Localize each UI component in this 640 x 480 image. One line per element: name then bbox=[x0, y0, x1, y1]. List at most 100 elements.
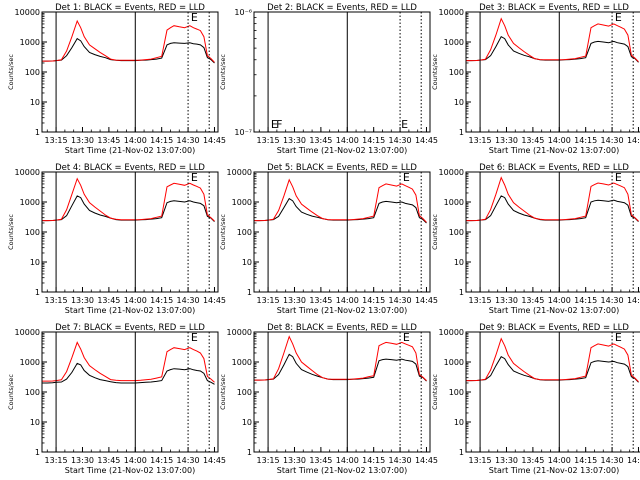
y-tick-label: 100 bbox=[237, 388, 252, 397]
x-tick-label: 14:30 bbox=[389, 136, 412, 145]
y-axis-title: Counts/sec bbox=[431, 214, 439, 250]
x-axis-title: Start Time (21-Nov-02 13:07:00) bbox=[277, 146, 407, 155]
lld-series bbox=[466, 17, 639, 63]
marker-letter: E bbox=[615, 171, 622, 184]
panel-title: Det 2: BLACK = Events, RED = LLD bbox=[267, 3, 417, 13]
y-tick-label: 1 bbox=[35, 128, 40, 137]
x-tick-label: 13:15 bbox=[469, 456, 492, 465]
y-axis-title: Counts/sec bbox=[219, 214, 227, 250]
y-tick-label: 10 bbox=[30, 418, 40, 427]
y-tick-label: 10⁻⁶ bbox=[234, 8, 252, 17]
y-tick-label: 10 bbox=[242, 258, 252, 267]
x-tick-label: 14:30 bbox=[601, 456, 624, 465]
x-tick-label: 14:15 bbox=[574, 456, 597, 465]
marker-letter: F bbox=[276, 118, 282, 131]
marker-letter: E bbox=[403, 331, 410, 344]
x-tick-label: 14:45 bbox=[203, 296, 226, 305]
x-tick-label: 14:00 bbox=[336, 296, 359, 305]
x-tick-label: 14:45 bbox=[627, 456, 640, 465]
lld-series bbox=[42, 19, 215, 63]
x-tick-label: 14:30 bbox=[389, 456, 412, 465]
x-axis-title: Start Time (21-Nov-02 13:07:00) bbox=[65, 146, 195, 155]
x-tick-label: 14:15 bbox=[574, 296, 597, 305]
x-tick-label: 13:15 bbox=[469, 296, 492, 305]
x-tick-label: 14:00 bbox=[336, 136, 359, 145]
x-tick-label: 13:45 bbox=[521, 296, 544, 305]
x-tick-label: 13:45 bbox=[521, 456, 544, 465]
x-axis-title: Start Time (21-Nov-02 13:07:00) bbox=[277, 306, 407, 315]
y-tick-label: 10 bbox=[454, 98, 464, 107]
x-tick-label: 13:15 bbox=[257, 296, 280, 305]
y-tick-label: 1 bbox=[247, 288, 252, 297]
x-tick-label: 13:45 bbox=[97, 296, 120, 305]
y-axis-title: Counts/sec bbox=[219, 374, 227, 410]
y-tick-label: 1 bbox=[459, 448, 464, 457]
x-tick-label: 14:15 bbox=[362, 136, 385, 145]
y-tick-label: 10000 bbox=[15, 328, 40, 337]
x-tick-label: 14:00 bbox=[124, 136, 147, 145]
y-tick-label: 1000 bbox=[232, 198, 252, 207]
x-tick-label: 13:30 bbox=[495, 296, 518, 305]
y-tick-label: 10 bbox=[454, 258, 464, 267]
y-tick-label: 1000 bbox=[20, 38, 40, 47]
x-axis-title: Start Time (21-Nov-02 13:07:00) bbox=[65, 466, 195, 475]
y-tick-label: 10000 bbox=[15, 8, 40, 17]
panel-title: Det 6: BLACK = Events, RED = LLD bbox=[479, 163, 629, 173]
y-tick-label: 1000 bbox=[444, 38, 464, 47]
y-tick-label: 10000 bbox=[439, 168, 464, 177]
marker-letter: E bbox=[191, 11, 198, 24]
panel-title: Det 5: BLACK = Events, RED = LLD bbox=[267, 163, 417, 173]
x-tick-label: 13:30 bbox=[283, 296, 306, 305]
y-tick-label: 10 bbox=[30, 258, 40, 267]
y-tick-label: 100 bbox=[237, 228, 252, 237]
x-tick-label: 14:15 bbox=[362, 456, 385, 465]
x-tick-label: 14:00 bbox=[548, 136, 571, 145]
x-tick-label: 14:30 bbox=[389, 296, 412, 305]
x-tick-label: 14:45 bbox=[627, 136, 640, 145]
x-tick-label: 13:30 bbox=[71, 456, 94, 465]
y-tick-label: 10000 bbox=[15, 168, 40, 177]
y-axis-title: Counts/sec bbox=[219, 54, 227, 90]
x-tick-label: 14:45 bbox=[627, 296, 640, 305]
x-tick-label: 13:30 bbox=[495, 136, 518, 145]
y-tick-label: 1 bbox=[35, 288, 40, 297]
marker-letter: E bbox=[615, 11, 622, 24]
y-axis-title: Counts/sec bbox=[7, 374, 15, 410]
y-tick-label: 100 bbox=[449, 68, 464, 77]
y-tick-label: 100 bbox=[25, 388, 40, 397]
x-tick-label: 14:30 bbox=[177, 456, 200, 465]
y-tick-label: 10 bbox=[30, 98, 40, 107]
y-tick-label: 10⁻⁷ bbox=[234, 128, 252, 137]
y-tick-label: 10 bbox=[242, 418, 252, 427]
x-axis-title: Start Time (21-Nov-02 13:07:00) bbox=[277, 466, 407, 475]
x-tick-label: 14:45 bbox=[203, 456, 226, 465]
marker-letter: E bbox=[401, 118, 408, 131]
x-axis-title: Start Time (21-Nov-02 13:07:00) bbox=[489, 146, 619, 155]
x-tick-label: 13:45 bbox=[309, 136, 332, 145]
panel-title: Det 8: BLACK = Events, RED = LLD bbox=[267, 323, 417, 333]
y-tick-label: 100 bbox=[25, 68, 40, 77]
x-tick-label: 13:15 bbox=[45, 296, 68, 305]
marker-letter: E bbox=[271, 118, 278, 131]
x-tick-label: 14:15 bbox=[150, 456, 173, 465]
lld-series bbox=[466, 176, 639, 222]
y-tick-label: 1 bbox=[35, 448, 40, 457]
x-tick-label: 14:45 bbox=[415, 136, 438, 145]
marker-letter: E bbox=[191, 171, 198, 184]
x-tick-label: 13:30 bbox=[71, 296, 94, 305]
x-tick-label: 14:00 bbox=[336, 456, 359, 465]
x-tick-label: 13:30 bbox=[283, 136, 306, 145]
x-axis-title: Start Time (21-Nov-02 13:07:00) bbox=[489, 466, 619, 475]
y-tick-label: 10000 bbox=[439, 8, 464, 17]
y-tick-label: 1 bbox=[247, 448, 252, 457]
x-tick-label: 13:15 bbox=[45, 136, 68, 145]
lld-series bbox=[254, 178, 427, 223]
x-tick-label: 13:30 bbox=[71, 136, 94, 145]
